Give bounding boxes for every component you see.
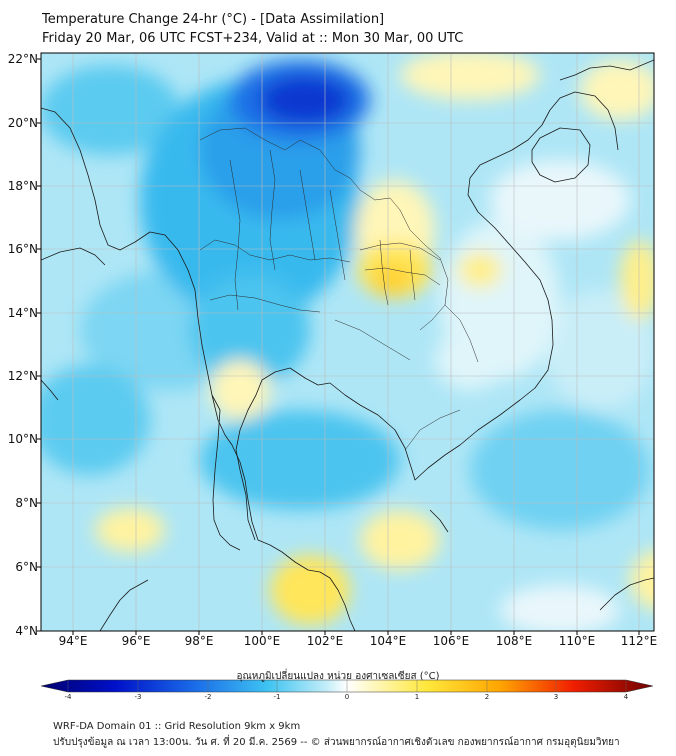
lon-label-102e: 102°E <box>306 634 344 648</box>
graticule <box>41 53 654 631</box>
map-title: Temperature Change 24-hr (°C) - [Data As… <box>42 12 385 27</box>
footer-model-info: WRF-DA Domain 01 :: Grid Resolution 9km … <box>53 721 301 732</box>
lat-label-12n: 12°N <box>7 369 38 383</box>
lat-label-16n: 16°N <box>7 242 38 256</box>
colorbar-segments <box>67 680 627 692</box>
temperature-field <box>41 53 654 631</box>
lon-label-104e: 104°E <box>369 634 407 648</box>
colorbar-tick-0: 0 <box>344 693 350 701</box>
lat-label-8n: 8°N <box>15 496 38 510</box>
footer-update-credit: ปรับปรุงข้อมูล ณ เวลา 13:00น. วัน ศ. ที่… <box>53 737 620 748</box>
lat-label-22n: 22°N <box>7 52 38 66</box>
coastlines <box>41 59 654 631</box>
colorbar-tick-2: 2 <box>484 693 490 701</box>
lat-label-14n: 14°N <box>7 306 38 320</box>
lon-label-112e: 112°E <box>620 634 658 648</box>
map-subtitle: Friday 20 Mar, 06 UTC FCST+234, Valid at… <box>42 31 464 46</box>
colorbar-tick-4: 4 <box>623 693 629 701</box>
lon-label-108e: 108°E <box>495 634 533 648</box>
admin-borders <box>199 127 479 451</box>
colorbar-tick-1: 1 <box>414 693 420 701</box>
lat-label-20n: 20°N <box>7 116 38 130</box>
axis-ticks <box>37 58 640 635</box>
colorbar-tick-minus4: -4 <box>64 693 72 701</box>
lon-label-106e: 106°E <box>432 634 470 648</box>
lon-label-110e: 110°E <box>558 634 596 648</box>
lat-label-6n: 6°N <box>15 560 38 574</box>
lon-label-98e: 98°E <box>184 634 214 648</box>
plot-frame <box>40 52 655 632</box>
colorbar-title: อุณหภูมิเปลี่ยนแปลง หน่วย องศาเซลเซียส (… <box>236 671 440 682</box>
colorbar-tick-3: 3 <box>553 693 559 701</box>
lon-label-96e: 96°E <box>121 634 151 648</box>
lat-label-4n: 4°N <box>15 624 38 638</box>
lat-label-10n: 10°N <box>7 432 38 446</box>
colorbar-tick-minus3: -3 <box>134 693 142 701</box>
lat-label-18n: 18°N <box>7 179 38 193</box>
lon-label-100e: 100°E <box>243 634 281 648</box>
lon-label-94e: 94°E <box>58 634 88 648</box>
colorbar-tick-minus1: -1 <box>273 693 281 701</box>
colorbar-tick-minus2: -2 <box>204 693 212 701</box>
